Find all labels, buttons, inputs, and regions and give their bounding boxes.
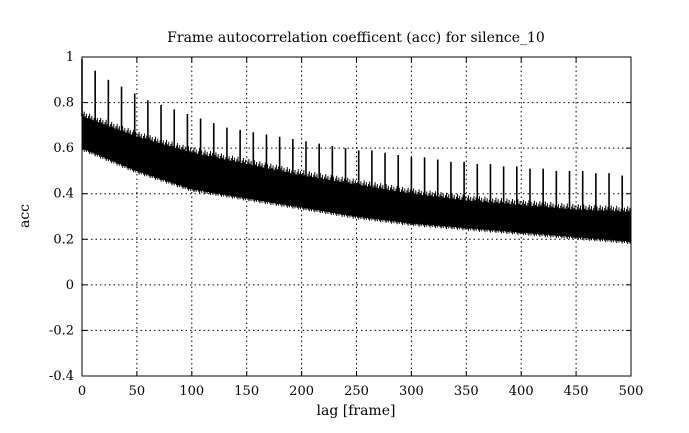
- x-tick-label: 300: [399, 384, 424, 399]
- y-tick-label: -0.2: [49, 323, 74, 338]
- x-tick-label: 450: [564, 384, 589, 399]
- x-tick-label: 350: [454, 384, 479, 399]
- x-tick-label: 250: [344, 384, 369, 399]
- chart-title: Frame autocorrelation coefficent (acc) f…: [167, 30, 545, 46]
- y-tick-label: 0.6: [53, 141, 74, 156]
- y-tick-label: -0.4: [49, 369, 74, 384]
- plot-area: [81, 59, 632, 245]
- x-tick-label: 400: [509, 384, 534, 399]
- y-tick-label: 0.2: [53, 232, 74, 247]
- y-tick-label: 1: [66, 50, 74, 65]
- x-tick-label: 150: [234, 384, 259, 399]
- y-axis-label: acc: [17, 204, 33, 228]
- x-tick-label: 200: [289, 384, 314, 399]
- x-tick-label: 100: [179, 384, 204, 399]
- axis-ticks: 0 50 100 150 200 250 300 350 400 450 500 -0.4 -0.2 0 0…: [49, 50, 643, 399]
- y-tick-label: 0: [66, 278, 74, 293]
- x-tick-label: 50: [129, 384, 146, 399]
- x-tick-label: 500: [619, 384, 644, 399]
- x-tick-label: 0: [78, 384, 86, 399]
- x-axis-label: lag [frame]: [317, 403, 396, 419]
- y-tick-label: 0.4: [53, 187, 74, 202]
- y-tick-label: 0.8: [53, 96, 74, 111]
